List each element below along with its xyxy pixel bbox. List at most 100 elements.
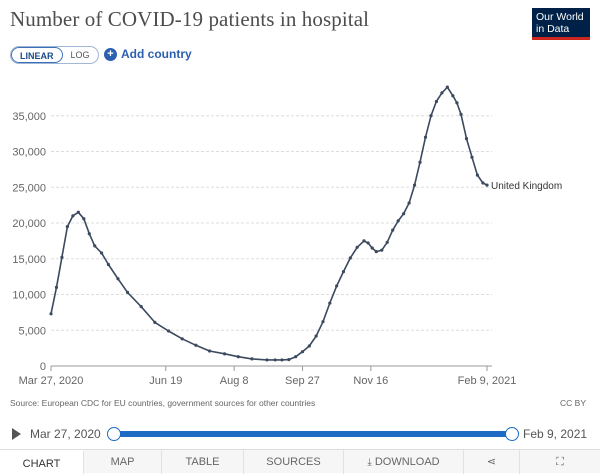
- logo-accent-bar: [532, 37, 590, 40]
- add-country-button[interactable]: + Add country: [104, 47, 192, 61]
- share-button[interactable]: ⋖: [464, 450, 520, 474]
- data-point[interactable]: [236, 355, 240, 359]
- data-point[interactable]: [380, 248, 384, 252]
- owid-logo[interactable]: Our World in Data: [532, 8, 590, 40]
- tab-download[interactable]: ⤓ DOWNLOAD: [344, 450, 464, 474]
- tab-download-label: DOWNLOAD: [374, 456, 440, 468]
- data-point[interactable]: [445, 85, 449, 89]
- data-point[interactable]: [391, 228, 395, 232]
- data-point[interactable]: [71, 214, 75, 218]
- tab-map[interactable]: MAP: [84, 450, 162, 474]
- series-line-united-kingdom[interactable]: [50, 86, 488, 361]
- data-point[interactable]: [451, 94, 455, 98]
- y-tick-label: 15,000: [12, 254, 46, 266]
- data-point[interactable]: [412, 183, 417, 187]
- timeline-track[interactable]: [114, 431, 512, 437]
- data-point[interactable]: [250, 357, 254, 361]
- data-point[interactable]: [87, 232, 91, 236]
- fullscreen-icon: ⛶: [556, 456, 564, 468]
- plus-circle-icon: +: [104, 47, 117, 61]
- data-point[interactable]: [464, 137, 469, 141]
- x-tick-label: Jun 19: [149, 375, 182, 387]
- data-point[interactable]: [300, 350, 305, 354]
- share-icon: ⋖: [486, 456, 497, 468]
- page-title: Number of COVID-19 patients in hospital: [10, 7, 370, 31]
- timeline-end-handle[interactable]: [505, 427, 519, 441]
- data-point[interactable]: [93, 244, 97, 248]
- data-point[interactable]: [429, 114, 433, 118]
- data-point[interactable]: [60, 255, 64, 259]
- y-tick-label: 25,000: [12, 182, 46, 194]
- timeline-slider: Mar 27, 2020 Feb 9, 2021: [0, 422, 600, 446]
- data-point[interactable]: [355, 245, 359, 249]
- tab-table[interactable]: TABLE: [162, 450, 244, 474]
- scale-toggle: LINEAR LOG: [10, 46, 99, 64]
- data-point[interactable]: [194, 343, 198, 347]
- timeline-start-date: Mar 27, 2020: [30, 427, 101, 441]
- data-point[interactable]: [273, 358, 277, 362]
- data-point[interactable]: [294, 355, 298, 359]
- data-point[interactable]: [455, 101, 459, 105]
- data-point[interactable]: [76, 210, 80, 214]
- data-point[interactable]: [370, 246, 374, 250]
- data-point[interactable]: [366, 241, 370, 245]
- data-point[interactable]: [434, 99, 439, 104]
- play-icon[interactable]: [12, 428, 21, 440]
- data-point[interactable]: [314, 334, 318, 338]
- data-point[interactable]: [475, 173, 480, 177]
- line-chart[interactable]: 0 5,000 10,000 15,000 20,000 25,000 30,000 35,0…: [0, 72, 600, 392]
- data-point[interactable]: [459, 112, 463, 116]
- data-point[interactable]: [207, 349, 212, 353]
- data-point[interactable]: [99, 251, 104, 255]
- data-point[interactable]: [82, 217, 86, 221]
- data-point[interactable]: [470, 155, 474, 159]
- data-point[interactable]: [222, 352, 227, 356]
- data-point[interactable]: [348, 256, 352, 260]
- data-point[interactable]: [280, 358, 284, 362]
- data-point[interactable]: [116, 277, 120, 281]
- data-point[interactable]: [139, 305, 143, 309]
- license-link[interactable]: CC BY: [560, 398, 586, 408]
- data-point[interactable]: [374, 250, 378, 254]
- data-point[interactable]: [180, 337, 184, 341]
- y-tick-label: 0: [40, 361, 46, 373]
- data-point[interactable]: [321, 320, 325, 324]
- logo-line1: Our World: [536, 11, 584, 23]
- x-tick-label: Sep 27: [285, 375, 320, 387]
- data-point[interactable]: [418, 160, 422, 164]
- x-tick-label: Feb 9, 2021: [458, 375, 517, 387]
- data-point[interactable]: [341, 270, 346, 274]
- data-point[interactable]: [307, 344, 311, 348]
- data-point[interactable]: [328, 301, 332, 305]
- data-point[interactable]: [106, 262, 111, 267]
- data-point[interactable]: [287, 357, 291, 362]
- tab-sources[interactable]: SOURCES: [244, 450, 344, 474]
- data-point[interactable]: [49, 312, 53, 316]
- data-point[interactable]: [153, 320, 157, 324]
- scale-linear-button[interactable]: LINEAR: [11, 47, 63, 63]
- timeline-start-handle[interactable]: [107, 427, 121, 441]
- data-point[interactable]: [423, 135, 428, 139]
- data-point[interactable]: [440, 91, 444, 95]
- data-point[interactable]: [362, 239, 366, 243]
- data-point[interactable]: [485, 183, 489, 187]
- data-point[interactable]: [335, 284, 339, 288]
- data-point[interactable]: [407, 201, 411, 205]
- data-point[interactable]: [481, 181, 485, 185]
- tab-chart[interactable]: CHART: [0, 450, 84, 474]
- logo-line2: in Data: [536, 23, 570, 35]
- y-tick-label: 35,000: [12, 111, 46, 123]
- y-tick-label: 30,000: [12, 147, 46, 159]
- scale-log-button[interactable]: LOG: [70, 50, 90, 60]
- data-point[interactable]: [265, 358, 269, 362]
- y-tick-label: 10,000: [12, 290, 46, 302]
- data-point[interactable]: [402, 212, 406, 216]
- data-point[interactable]: [54, 285, 59, 289]
- fullscreen-button[interactable]: ⛶: [520, 450, 600, 474]
- data-point[interactable]: [65, 224, 70, 229]
- data-point[interactable]: [385, 240, 389, 244]
- data-point[interactable]: [166, 329, 171, 333]
- x-tick-label: Aug 8: [220, 375, 249, 387]
- data-point[interactable]: [125, 290, 130, 294]
- data-point[interactable]: [396, 219, 400, 223]
